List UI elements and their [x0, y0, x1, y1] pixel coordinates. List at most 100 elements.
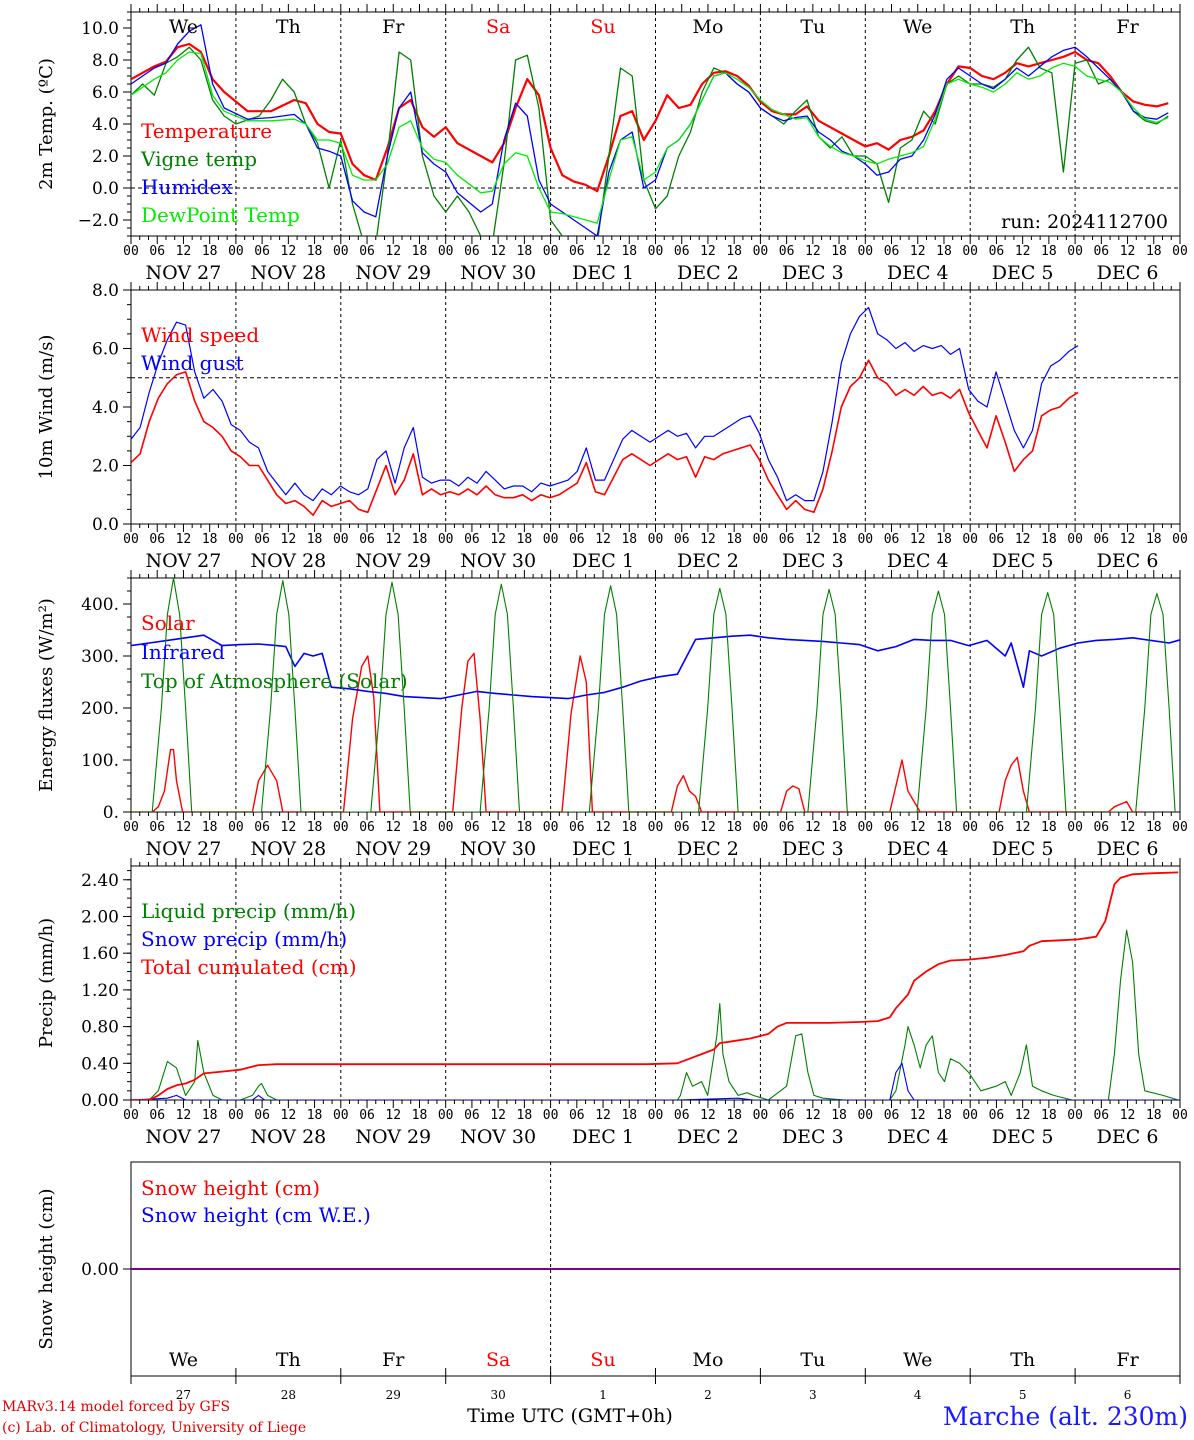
precip-hour-tick-label: 00 — [1172, 1108, 1188, 1123]
precip-y-tick-label: 0.00 — [81, 1091, 119, 1111]
precip-y-tick-label: 0.80 — [81, 1018, 119, 1038]
weekday-label-top: Su — [590, 16, 615, 38]
energy-y-tick-label: 0. — [103, 803, 119, 823]
energy-hour-tick-label: 00 — [1067, 820, 1083, 835]
precip-y-tick-label: 2.40 — [81, 871, 119, 891]
energy-date-label: NOV 29 — [355, 838, 431, 860]
precip-hour-tick-label: 12 — [805, 1108, 821, 1123]
precip-hour-tick-label: 18 — [726, 1108, 742, 1123]
precip-hour-tick-label: 12 — [281, 1108, 297, 1123]
energy-hour-tick-label: 06 — [779, 820, 795, 835]
temperature-y-axis-title: 2m Temp. (ºC) — [36, 58, 57, 190]
wind-y-tick-label: 6.0 — [92, 340, 119, 360]
precip-hour-tick-label: 06 — [674, 1108, 690, 1123]
snow-y-tick-label: 0.00 — [81, 1260, 119, 1280]
temperature-hour-tick-label: 00 — [648, 244, 664, 259]
temperature-series-1-line — [131, 46, 1169, 236]
wind-hour-tick-label: 18 — [831, 532, 847, 547]
precip-series-2-line — [131, 871, 1179, 1100]
temperature-hour-tick-label: 12 — [1120, 244, 1136, 259]
temperature-hour-tick-label: 18 — [936, 244, 952, 259]
precip-hour-tick-label: 00 — [857, 1108, 873, 1123]
energy-hour-tick-label: 12 — [281, 820, 297, 835]
temperature-y-tick-label: 2.0 — [92, 147, 119, 167]
wind-hour-tick-label: 06 — [254, 532, 270, 547]
weekday-label-top: Fr — [1116, 16, 1139, 38]
temperature-date-label: NOV 29 — [355, 262, 431, 284]
precip-hour-tick-label: 18 — [936, 1108, 952, 1123]
energy-hour-tick-label: 00 — [1172, 820, 1188, 835]
wind-y-tick-label: 0.0 — [92, 515, 119, 535]
precip-date-label: DEC 3 — [782, 1126, 844, 1148]
precip-date-label: DEC 6 — [1097, 1126, 1159, 1148]
temperature-hour-tick-label: 12 — [805, 244, 821, 259]
temperature-date-label: NOV 30 — [460, 262, 536, 284]
temperature-series-0-line — [131, 42, 1169, 193]
temperature-date-label: DEC 6 — [1097, 262, 1159, 284]
weekday-label-top: Th — [1010, 16, 1035, 38]
temperature-hour-tick-label: 00 — [753, 244, 769, 259]
wind-legend-1: Wind gust — [141, 351, 244, 375]
snow-day-number: 29 — [386, 1388, 401, 1402]
temperature-hour-tick-label: 06 — [779, 244, 795, 259]
wind-hour-tick-label: 06 — [149, 532, 165, 547]
energy-hour-tick-label: 00 — [543, 820, 559, 835]
wind-date-label: DEC 3 — [782, 550, 844, 572]
wind-date-label: NOV 27 — [146, 550, 222, 572]
temperature-hour-tick-label: 06 — [464, 244, 480, 259]
energy-date-label: DEC 1 — [572, 838, 634, 860]
precip-date-label: NOV 27 — [146, 1126, 222, 1148]
wind-hour-tick-label: 00 — [543, 532, 559, 547]
precip-hour-tick-label: 06 — [254, 1108, 270, 1123]
energy-y-tick-label: 200. — [81, 699, 119, 719]
precip-hour-tick-label: 00 — [438, 1108, 454, 1123]
energy-hour-tick-label: 00 — [333, 820, 349, 835]
wind-hour-tick-label: 06 — [464, 532, 480, 547]
precip-hour-tick-label: 00 — [648, 1108, 664, 1123]
temperature-hour-tick-label: 18 — [621, 244, 637, 259]
precip-date-label: NOV 29 — [355, 1126, 431, 1148]
temperature-hour-tick-label: 18 — [831, 244, 847, 259]
precip-hour-tick-label: 00 — [123, 1108, 139, 1123]
energy-y-tick-label: 300. — [81, 647, 119, 667]
energy-hour-tick-label: 18 — [412, 820, 428, 835]
precip-date-label: DEC 2 — [677, 1126, 739, 1148]
energy-hour-tick-label: 18 — [831, 820, 847, 835]
precip-hour-tick-label: 06 — [1093, 1108, 1109, 1123]
snow-y-axis-title: Snow height (cm) — [36, 1188, 57, 1349]
precip-hour-tick-label: 12 — [910, 1108, 926, 1123]
wind-date-label: DEC 6 — [1097, 550, 1159, 572]
wind-hour-tick-label: 00 — [753, 532, 769, 547]
temperature-date-label: DEC 5 — [992, 262, 1054, 284]
precip-date-label: DEC 5 — [992, 1126, 1054, 1148]
snow-weekday-label: Mo — [692, 1349, 723, 1371]
energy-hour-tick-label: 00 — [962, 820, 978, 835]
precip-hour-tick-label: 00 — [333, 1108, 349, 1123]
energy-hour-tick-label: 06 — [1093, 820, 1109, 835]
model-credit: MARv3.14 model forced by GFS — [2, 1399, 231, 1415]
wind-hour-tick-label: 12 — [281, 532, 297, 547]
energy-hour-tick-label: 06 — [359, 820, 375, 835]
wind-hour-tick-label: 06 — [674, 532, 690, 547]
temperature-legend-2: Humidex — [141, 175, 233, 199]
precip-hour-tick-label: 18 — [412, 1108, 428, 1123]
temperature-hour-tick-label: 00 — [857, 244, 873, 259]
energy-hour-tick-label: 06 — [884, 820, 900, 835]
precip-hour-tick-label: 18 — [1041, 1108, 1057, 1123]
temperature-hour-tick-label: 12 — [700, 244, 716, 259]
temperature-date-label: DEC 1 — [572, 262, 634, 284]
precip-hour-tick-label: 18 — [517, 1108, 533, 1123]
wind-hour-tick-label: 06 — [989, 532, 1005, 547]
wind-hour-tick-label: 12 — [490, 532, 506, 547]
wind-hour-tick-label: 06 — [359, 532, 375, 547]
energy-date-label: DEC 5 — [992, 838, 1054, 860]
weekday-label-top: Mo — [692, 16, 723, 38]
wind-hour-tick-label: 18 — [1041, 532, 1057, 547]
energy-date-label: DEC 4 — [887, 838, 949, 860]
wind-hour-tick-label: 18 — [412, 532, 428, 547]
temperature-hour-tick-label: 06 — [359, 244, 375, 259]
temperature-hour-tick-label: 06 — [989, 244, 1005, 259]
energy-hour-tick-label: 06 — [464, 820, 480, 835]
energy-hour-tick-label: 00 — [438, 820, 454, 835]
precip-hour-tick-label: 18 — [1146, 1108, 1162, 1123]
